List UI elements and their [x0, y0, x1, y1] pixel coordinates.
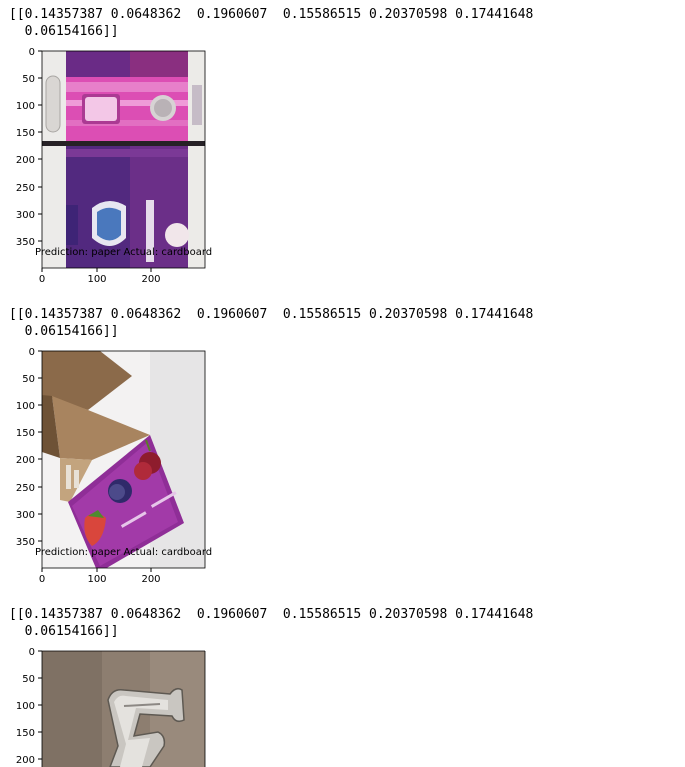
output-cell-1: [[0.14357387 0.0648362 0.1960607 0.15586…	[0, 0, 685, 300]
x-tick-label: 100	[87, 274, 106, 285]
image-plot: 0 50 100 150 200	[16, 647, 206, 767]
y-tick-label: 100	[16, 101, 35, 112]
x-tick-label: 100	[87, 574, 106, 585]
prediction-array-text: [[0.14357387 0.0648362 0.1960607 0.15586…	[9, 607, 534, 639]
x-tick-label: 0	[39, 574, 45, 585]
y-tick-label: 0	[29, 47, 35, 58]
y-tick-label: 200	[16, 155, 35, 166]
x-tick-label: 200	[141, 574, 160, 585]
y-tick-label: 100	[16, 701, 35, 712]
y-tick-label: 150	[16, 728, 35, 739]
y-tick-label: 250	[16, 183, 35, 194]
prediction-array-text: [[0.14357387 0.0648362 0.1960607 0.15586…	[9, 7, 534, 39]
y-tick-label: 150	[16, 428, 35, 439]
sample-image-cardboard-box	[42, 351, 205, 568]
image-plot: 0 50 100 150 200 250 300 350 0 100 200	[16, 347, 206, 585]
y-tick-label: 50	[22, 374, 35, 385]
y-tick-label: 0	[29, 347, 35, 358]
y-tick-label: 300	[16, 210, 35, 221]
sample-image-pads-box	[42, 51, 205, 268]
prediction-array-text: [[0.14357387 0.0648362 0.1960607 0.15586…	[9, 307, 534, 339]
x-tick-label: 200	[141, 274, 160, 285]
prediction-caption: Prediction: paper Actual: cardboard	[35, 547, 213, 558]
y-tick-label: 0	[29, 647, 35, 658]
y-tick-label: 50	[22, 74, 35, 85]
sample-image-metal-bracket	[42, 651, 205, 767]
output-cell-3: [[0.14357387 0.0648362 0.1960607 0.15586…	[0, 600, 685, 767]
y-tick-label: 250	[16, 483, 35, 494]
output-cell-2: [[0.14357387 0.0648362 0.1960607 0.15586…	[0, 300, 685, 600]
image-plot: 0 50 100 150 200 250 300 350 0 100 200	[16, 47, 206, 285]
y-tick-label: 100	[16, 401, 35, 412]
prediction-caption: Prediction: paper Actual: cardboard	[35, 247, 213, 258]
y-tick-label: 300	[16, 510, 35, 521]
y-tick-label: 350	[16, 237, 35, 248]
y-tick-label: 150	[16, 128, 35, 139]
y-tick-label: 350	[16, 537, 35, 548]
x-axis: 0 100 200	[39, 568, 161, 585]
y-tick-label: 50	[22, 674, 35, 685]
y-tick-label: 200	[16, 755, 35, 766]
x-axis: 0 100 200	[39, 268, 161, 285]
y-tick-label: 200	[16, 455, 35, 466]
y-axis: 0 50 100 150 200	[16, 647, 42, 766]
y-axis: 0 50 100 150 200 250 300 350	[16, 47, 42, 248]
x-tick-label: 0	[39, 274, 45, 285]
y-axis: 0 50 100 150 200 250 300 350	[16, 347, 42, 548]
